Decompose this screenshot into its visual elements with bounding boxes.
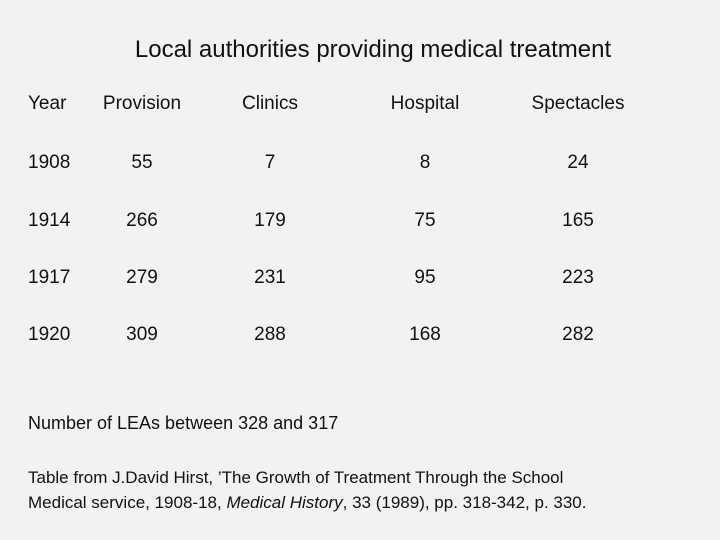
header-hospital: Hospital	[390, 93, 460, 114]
cell-spectacles: 282	[562, 324, 594, 345]
cell-year: 1917	[28, 267, 71, 288]
citation-line-2: Medical service, 1908-18, Medical Histor…	[28, 490, 698, 515]
header-provision: Provision	[102, 93, 182, 114]
cell-hospital: 75	[414, 210, 436, 231]
slide-title: Local authorities providing medical trea…	[134, 36, 612, 63]
cell-year: 1920	[28, 324, 71, 345]
source-citation: Table from J.David Hirst, ’The Growth of…	[28, 465, 698, 515]
cell-spectacles: 223	[562, 267, 594, 288]
cell-provision: 266	[126, 210, 158, 231]
header-clinics: Clinics	[242, 93, 298, 114]
header-spectacles: Spectacles	[531, 93, 625, 114]
cell-clinics: 231	[254, 267, 286, 288]
cell-hospital: 95	[414, 267, 436, 288]
citation-suffix: , 33 (1989), pp. 318-342, p. 330.	[342, 493, 587, 512]
journal-title: Medical History	[226, 493, 343, 512]
cell-clinics: 7	[264, 152, 276, 173]
cell-year: 1914	[28, 210, 71, 231]
cell-clinics: 179	[254, 210, 286, 231]
cell-provision: 55	[131, 152, 153, 173]
cell-clinics: 288	[254, 324, 286, 345]
cell-spectacles: 165	[562, 210, 594, 231]
cell-provision: 309	[126, 324, 158, 345]
cell-hospital: 168	[409, 324, 441, 345]
cell-year: 1908	[28, 152, 71, 173]
lea-count-note: Number of LEAs between 328 and 317	[28, 413, 339, 433]
header-year: Year	[28, 93, 67, 114]
citation-prefix: Medical service, 1908-18,	[28, 493, 227, 512]
cell-provision: 279	[126, 267, 158, 288]
cell-hospital: 8	[419, 152, 431, 173]
cell-spectacles: 24	[567, 152, 589, 173]
citation-line-1: Table from J.David Hirst, ’The Growth of…	[28, 468, 564, 487]
